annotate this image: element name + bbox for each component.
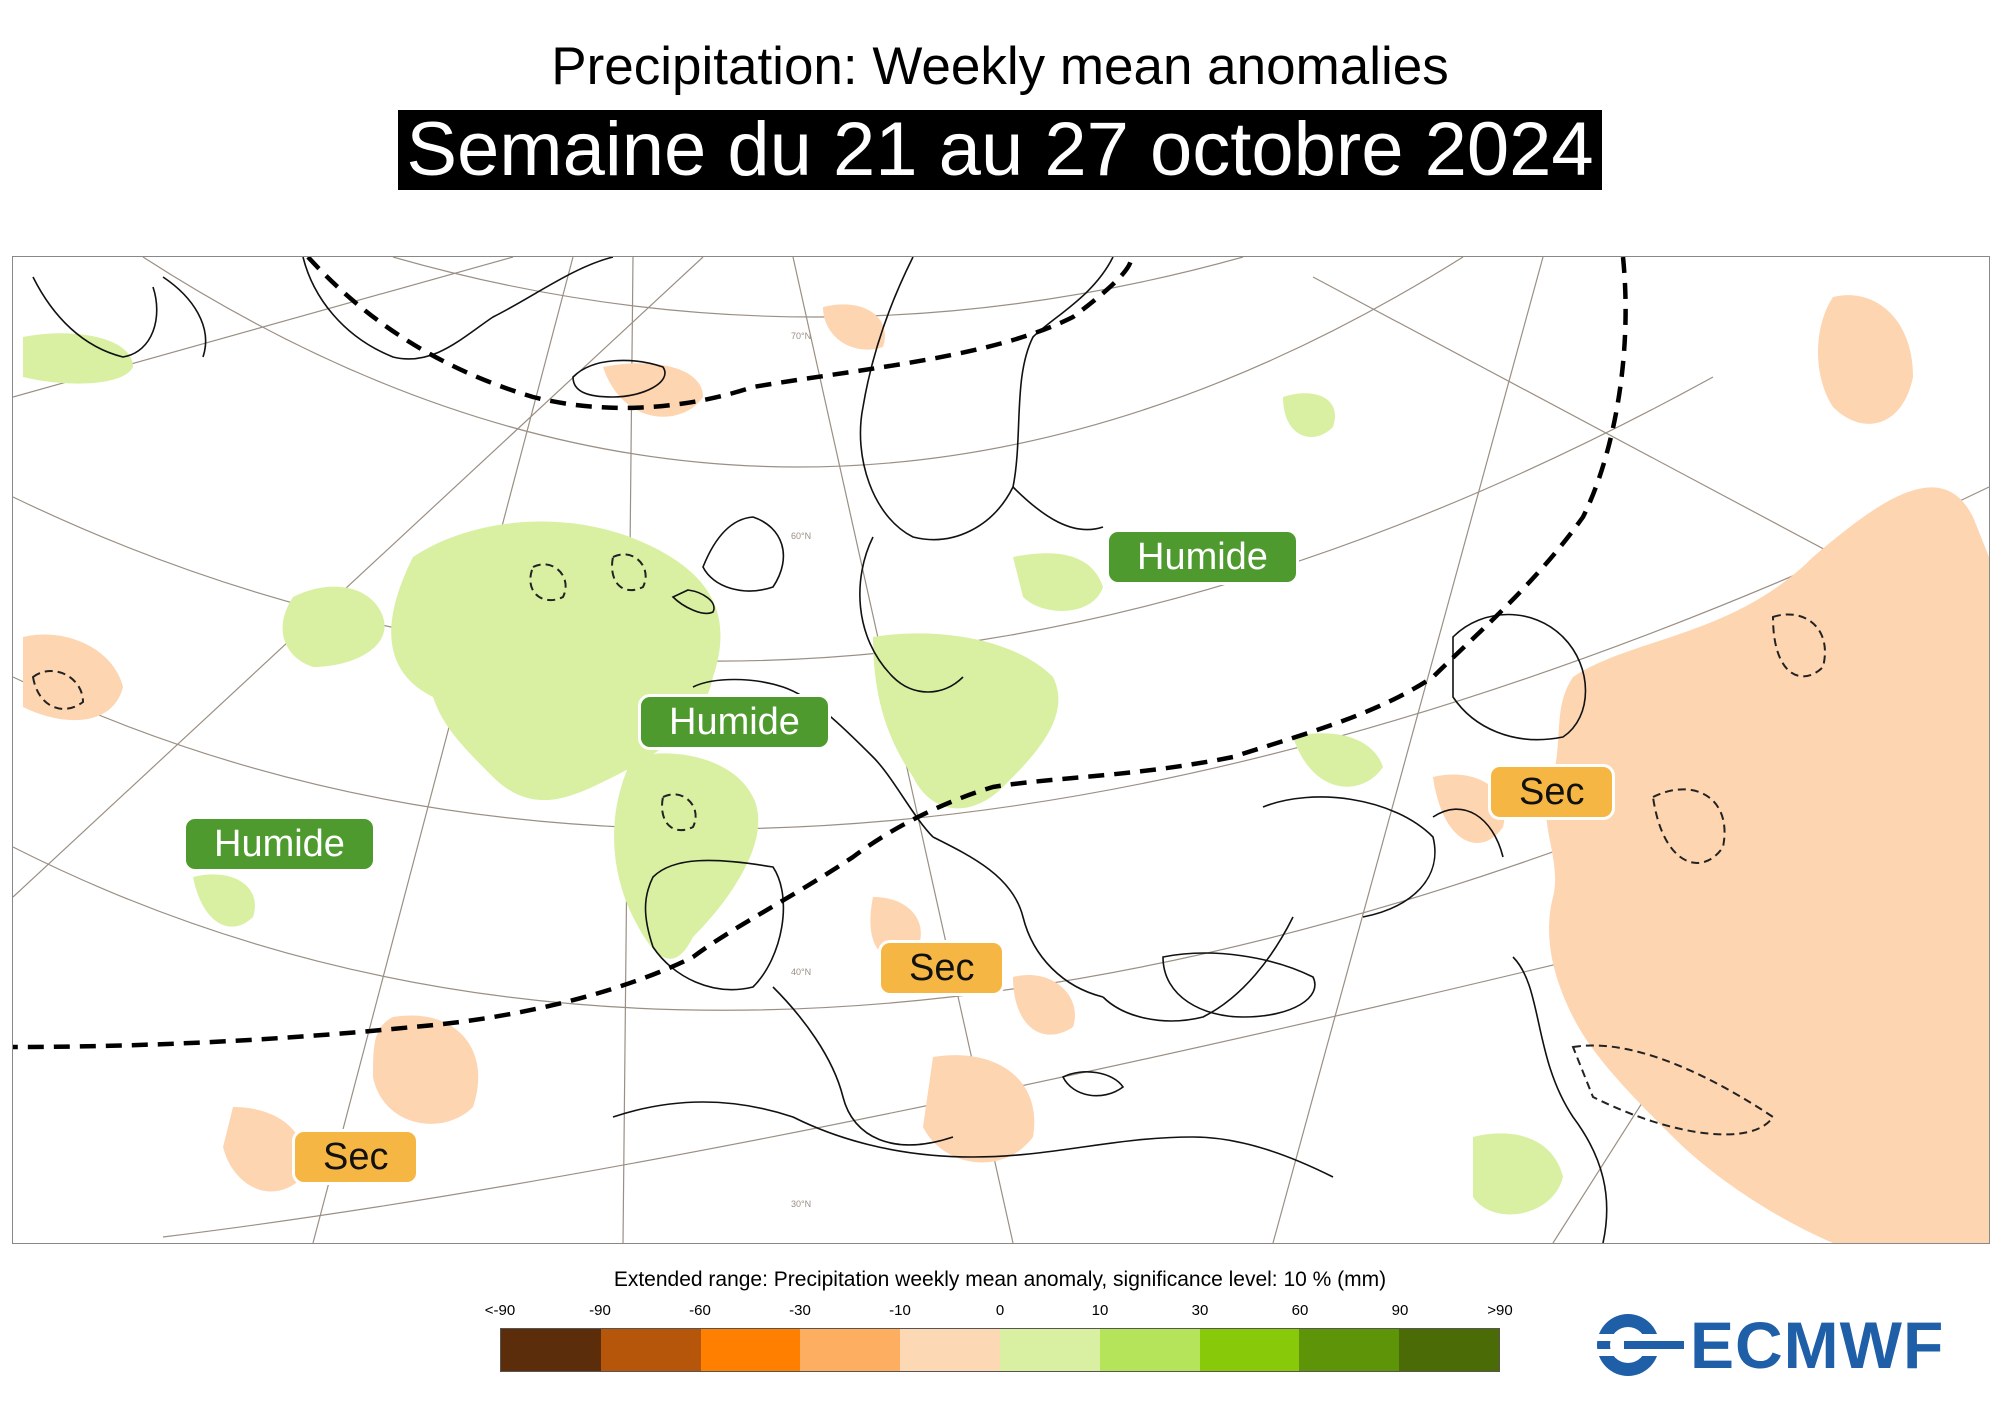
coastlines <box>32 257 1608 1243</box>
colorbar-cell <box>800 1329 901 1371</box>
colorbar-tick-label: >90 <box>1487 1302 1513 1319</box>
colorbar-tick-label: 10 <box>1091 1302 1109 1319</box>
colorbar-title: Extended range: Precipitation weekly mea… <box>613 1268 1387 1291</box>
map-panel: 70°N 60°N 40°N 30°N Humide Humide Humide… <box>12 256 1990 1244</box>
lat-label-40: 40°N <box>791 967 811 977</box>
lat-label-70: 70°N <box>791 331 811 341</box>
subtitle-banner: Semaine du 21 au 27 octobre 2024 <box>0 110 2000 190</box>
colorbar <box>500 1328 1500 1372</box>
colorbar-cell <box>501 1329 601 1371</box>
colorbar-tick-label: -30 <box>789 1302 811 1319</box>
label-humide-center: Humide <box>641 697 828 747</box>
lat-label-60: 60°N <box>791 531 811 541</box>
colorbar-tick-label: -60 <box>689 1302 711 1319</box>
colorbar-cell <box>1299 1329 1400 1371</box>
colorbar-tick-label: 90 <box>1391 1302 1409 1319</box>
logo-text: ECMWF <box>1690 1308 1945 1382</box>
wet-anomaly-areas <box>23 333 1563 1215</box>
colorbar-tick-label: -90 <box>589 1302 611 1319</box>
colorbar-ticks: <-90 -90 -60 -30 -10 0 10 30 60 90 >90 <box>485 1302 1513 1322</box>
significance-contours <box>31 553 1826 1136</box>
label-humide-west: Humide <box>186 819 373 869</box>
label-humide-north: Humide <box>1109 532 1296 582</box>
colorbar-tick-label: 60 <box>1291 1302 1309 1319</box>
ecmwf-logo-icon <box>1588 1314 1684 1376</box>
colorbar-cell <box>1399 1329 1499 1371</box>
chart-title: Precipitation: Weekly mean anomalies <box>551 37 1449 96</box>
label-sec-med: Sec <box>881 943 1003 993</box>
colorbar-cell <box>1099 1329 1200 1371</box>
colorbar-tick-label: -10 <box>889 1302 911 1319</box>
label-sec-russia: Sec <box>1491 767 1613 817</box>
boundary-lines <box>13 257 1628 1050</box>
ecmwf-logo: ECMWF <box>1588 1310 1968 1380</box>
colorbar-cell <box>600 1329 701 1371</box>
label-sec-atlantic: Sec <box>295 1132 417 1182</box>
map-canvas: 70°N 60°N 40°N 30°N <box>13 257 1989 1243</box>
colorbar-cell <box>1199 1329 1300 1371</box>
latitude-labels: 70°N 60°N 40°N 30°N <box>791 331 811 1209</box>
colorbar-cell <box>700 1329 801 1371</box>
colorbar-tick-label: 30 <box>1191 1302 1209 1319</box>
colorbar-tick-label: <-90 <box>484 1302 516 1319</box>
lat-label-30: 30°N <box>791 1199 811 1209</box>
colorbar-cell <box>900 1329 1000 1371</box>
colorbar-tick-label: 0 <box>995 1302 1005 1319</box>
subtitle: Semaine du 21 au 27 octobre 2024 <box>398 110 1602 190</box>
dry-anomaly-areas <box>23 295 1989 1243</box>
colorbar-cell <box>999 1329 1100 1371</box>
